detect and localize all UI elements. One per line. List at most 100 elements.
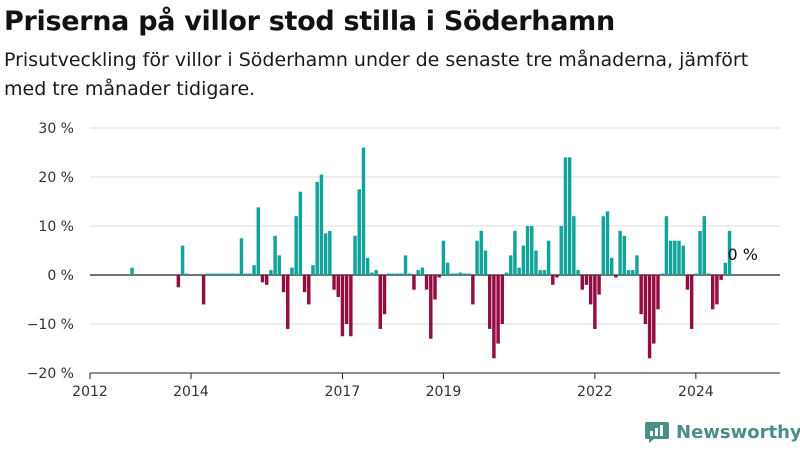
bar: [286, 275, 290, 329]
bar: [130, 267, 134, 275]
newsworthy-logo-icon: [645, 422, 669, 443]
bar: [664, 216, 669, 275]
bar: [483, 250, 488, 275]
bar: [256, 207, 261, 275]
bar: [597, 275, 601, 295]
brand-name: Newsworthy: [676, 421, 800, 443]
bar: [635, 255, 639, 275]
bar: [715, 275, 719, 305]
bar: [269, 270, 273, 275]
bar: [614, 275, 618, 278]
bar: [563, 157, 568, 275]
bar: [227, 273, 231, 275]
bar: [365, 257, 370, 275]
x-tick-label: 2017: [325, 384, 361, 400]
bar: [681, 245, 685, 275]
bar: [344, 275, 349, 324]
y-axis: −20 % −10 % 0 % 10 % 20 % 30 %: [27, 121, 74, 382]
bar: [374, 270, 378, 275]
y-tick-label: −20 %: [27, 366, 74, 382]
bar: [361, 147, 366, 275]
bar: [660, 273, 664, 275]
bar: [639, 275, 643, 315]
bar: [273, 235, 277, 275]
bar: [504, 272, 509, 275]
bars: [130, 147, 732, 359]
bar: [622, 235, 627, 275]
bar: [462, 273, 467, 275]
bar: [677, 240, 681, 275]
bar: [252, 265, 256, 275]
bar: [618, 230, 622, 275]
bar: [689, 275, 694, 329]
bar: [437, 275, 441, 278]
bar: [551, 275, 555, 285]
bar: [450, 273, 454, 275]
bar: [475, 240, 479, 275]
bar: [429, 275, 433, 339]
bar: [626, 270, 631, 275]
bar: [534, 250, 538, 275]
bar: [454, 273, 458, 275]
bar: [479, 230, 484, 275]
bar: [492, 275, 496, 359]
bar: [210, 273, 214, 275]
bar: [530, 226, 534, 275]
bar: [264, 275, 269, 285]
bar: [231, 273, 235, 275]
bar: [349, 275, 353, 337]
bar: [180, 245, 185, 275]
bar: [496, 275, 500, 344]
bar-chart: −20 %−10 %0 %10 %20 %30 % 2012 2014 2017 20…: [27, 121, 780, 400]
y-tick-label: 30 %: [38, 121, 74, 137]
bar: [555, 275, 559, 278]
x-tick-label: 2022: [577, 384, 613, 400]
chart-title: Priserna på villor stod stilla i Söderha…: [4, 6, 615, 37]
bar: [424, 275, 429, 290]
bar: [652, 275, 656, 344]
bar: [685, 275, 690, 290]
bar: [673, 240, 677, 275]
bar: [294, 216, 298, 275]
bar: [336, 275, 340, 298]
bar: [525, 226, 530, 275]
bar: [727, 230, 732, 275]
bar: [643, 275, 648, 324]
y-tick-label: 0 %: [47, 268, 74, 284]
bar: [538, 270, 542, 275]
bar: [386, 273, 391, 275]
bar: [601, 216, 606, 275]
bar: [656, 275, 660, 310]
bar: [399, 273, 404, 275]
y-tick-label: 10 %: [38, 219, 74, 235]
bar: [609, 257, 614, 275]
x-tick-label: 2019: [426, 384, 462, 400]
bar: [572, 216, 576, 275]
bar: [631, 270, 635, 275]
bar: [458, 272, 462, 275]
bar: [319, 174, 324, 275]
bar: [500, 275, 505, 324]
bar: [235, 273, 239, 275]
bar: [576, 270, 580, 275]
bar: [243, 273, 248, 275]
bar: [290, 267, 294, 275]
bar: [584, 275, 589, 285]
bar: [206, 273, 210, 275]
bar: [416, 270, 420, 275]
bar: [332, 275, 336, 290]
x-tick-label: 2012: [72, 384, 108, 400]
bar: [521, 245, 526, 275]
bar: [201, 275, 206, 305]
x-axis: 2012 2014 2017 2019 2022 2024: [72, 372, 780, 400]
bar: [420, 267, 425, 275]
annotation: 0 %: [728, 245, 758, 264]
chart-subtitle: Prisutveckling för villor i Söderhamn un…: [4, 49, 749, 100]
bar: [248, 273, 252, 275]
bar: [222, 273, 227, 275]
bar: [593, 275, 597, 329]
bar: [315, 181, 319, 275]
bar: [328, 230, 332, 275]
bar: [357, 189, 361, 275]
bar: [298, 191, 303, 275]
